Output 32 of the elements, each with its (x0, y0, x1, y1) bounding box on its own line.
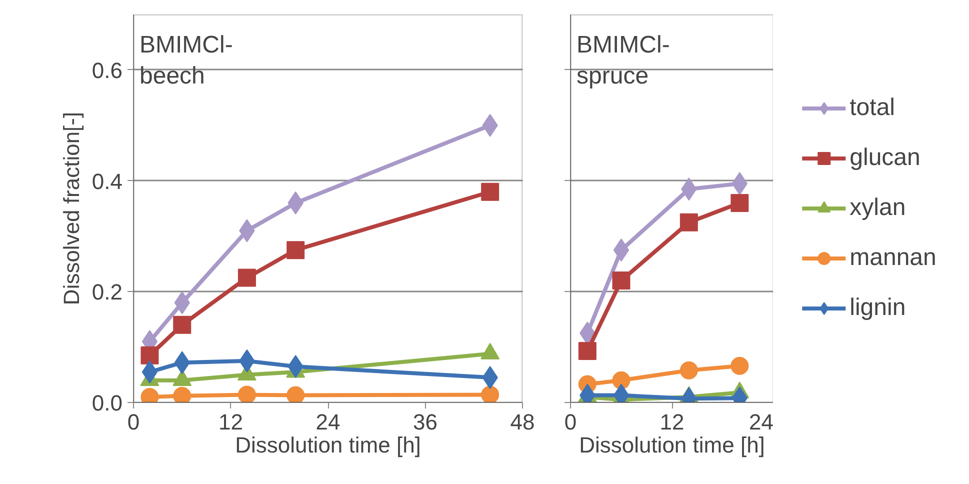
point (238, 268, 256, 287)
legend-label: glucan (850, 144, 920, 172)
point (286, 241, 305, 260)
point (286, 386, 305, 402)
y-tick-label: 0.4 (92, 168, 123, 194)
point (140, 346, 159, 364)
x-tick-label: 24 (316, 410, 340, 434)
x-axis-title: Dissolution time [h] (235, 432, 421, 458)
x-tick-label: 48 (510, 410, 535, 434)
x-tick-label: 0 (127, 410, 140, 434)
y-tick-label: 0.0 (92, 390, 123, 416)
x-tick-label: 0 (564, 410, 577, 434)
point (142, 360, 158, 384)
y-axis-title: Dissolved fraction[-] (58, 112, 84, 306)
point (481, 182, 500, 201)
legend-label: total (850, 94, 896, 122)
point (173, 316, 192, 334)
annotation: BMIMCl- spruce (576, 31, 670, 90)
x-tick-label: 36 (413, 410, 438, 434)
legend-label: xylan (850, 194, 906, 222)
point (238, 386, 256, 402)
x-tick-label: 12 (660, 410, 684, 434)
point (173, 386, 192, 402)
x-tick-label: 24 (749, 410, 774, 434)
annotation: BMIMCl- beech (140, 31, 233, 90)
legend-label: mannan (850, 244, 936, 272)
y-tick-label: 0.6 (92, 58, 123, 83)
x-axis-title: Dissolution time [h] (579, 432, 765, 458)
x-tick-label: 12 (218, 410, 243, 434)
legend-label: lignin (850, 294, 906, 322)
point (481, 386, 500, 402)
y-tick-label: 0.2 (92, 280, 123, 305)
